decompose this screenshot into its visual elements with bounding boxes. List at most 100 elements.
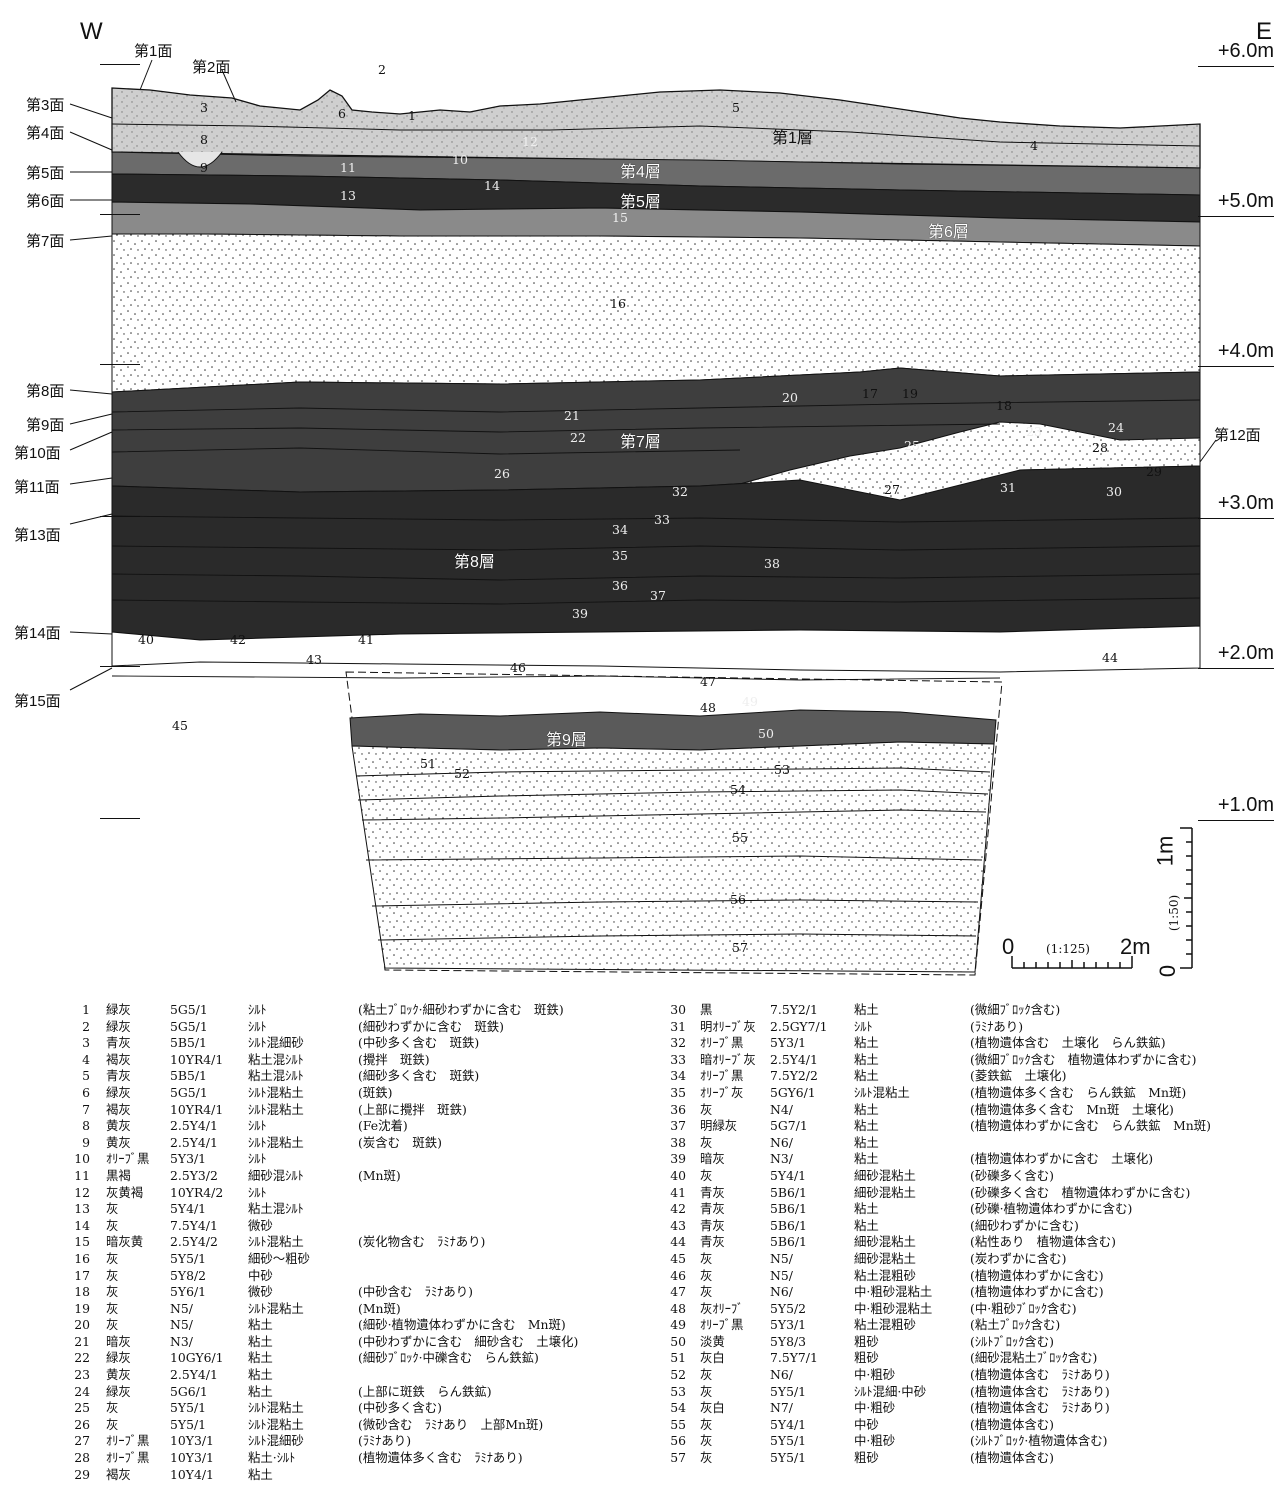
legend-note: (細砂混粘土ﾌﾞﾛｯｸ含む) [970, 1350, 1098, 1366]
legend-row: 21 暗灰 N3/粘土 (中砂わずかに含む 細砂含む 土壌化) [72, 1334, 652, 1351]
legend-soil: ｼﾙﾄ混粘土 [248, 1134, 304, 1150]
surface-label: 第10面 [14, 445, 61, 462]
legend-note: (微砂含む ﾗﾐﾅあり 上部Mn斑) [358, 1416, 544, 1432]
legend-soil: ｼﾙﾄ混細砂 [248, 1035, 304, 1051]
legend-soil: ｼﾙﾄ [248, 1118, 267, 1134]
stratum-label: 第7層 [620, 434, 661, 451]
unit-number-9: 9 [200, 160, 208, 175]
elev-tick-2 [100, 666, 140, 667]
unit-number-57: 57 [732, 940, 748, 955]
legend-number: 40 [670, 1167, 686, 1183]
legend-color: 灰 [700, 1284, 713, 1300]
legend-color: 灰 [106, 1416, 119, 1432]
legend-row: 27 ｵﾘｰﾌﾞ黒 10Y3/1 ｼﾙﾄ混細砂 (ﾗﾐﾅあり) [72, 1433, 652, 1450]
legend-color: 淡黄 [700, 1333, 725, 1349]
unit-number-44: 44 [1102, 650, 1118, 665]
elevation-rule [1198, 216, 1274, 217]
west-label: W [80, 18, 103, 45]
legend-row: 31 明ｵﾘｰﾌﾞ灰 2.5GY7/1 ｼﾙﾄ (ﾗﾐﾅあり) [668, 1019, 1274, 1036]
legend-color: ｵﾘｰﾌﾞ黒 [106, 1151, 150, 1167]
legend-color: 明緑灰 [700, 1118, 738, 1134]
legend-row: 26 灰 5Y5/1 ｼﾙﾄ混粘土 (微砂含む ﾗﾐﾅあり 上部Mn斑) [72, 1417, 652, 1434]
surface-label: 第14面 [14, 625, 61, 642]
unit-number-41: 41 [358, 632, 374, 647]
legend-color: 灰 [106, 1284, 119, 1300]
legend-row: 18 灰 5Y6/1 微砂 (中砂含む ﾗﾐﾅあり) [72, 1284, 652, 1301]
legend-number: 51 [670, 1350, 686, 1366]
legend-soil: 粘土 [854, 1201, 879, 1217]
legend-color: 緑灰 [106, 1018, 131, 1034]
legend-row: 8 黄灰 2.5Y4/1 ｼﾙﾄ (Fe沈着) [72, 1118, 652, 1135]
legend-row: 38 灰 N6/粘土 [668, 1135, 1274, 1152]
unit-number-43: 43 [306, 652, 322, 667]
legend-munsell: 7.5Y4/1 [170, 1217, 218, 1233]
unit-number-38: 38 [764, 556, 780, 571]
legend-soil: 粘土 [854, 1101, 879, 1117]
legend-color: 灰白 [700, 1350, 725, 1366]
legend-row: 34 ｵﾘｰﾌﾞ黒 7.5Y2/2 粘土 (菱鉄鉱 土壌化) [668, 1068, 1274, 1085]
legend-color: 灰 [700, 1267, 713, 1283]
legend-row: 24 緑灰 5G6/1 粘土 (上部に斑鉄 らん鉄鉱) [72, 1384, 652, 1401]
legend-soil: ｼﾙﾄ [248, 1151, 267, 1167]
surface-label: 第5面 [26, 165, 65, 182]
legend-color: 褐灰 [106, 1466, 131, 1482]
legend-number: 12 [74, 1184, 90, 1200]
legend-color: 緑灰 [106, 1002, 131, 1017]
legend-munsell: 2.5Y4/1 [170, 1118, 218, 1134]
legend-munsell: 10Y3/1 [170, 1433, 214, 1449]
legend-note: (細砂ﾌﾞﾛｯｸ·中礫含む らん鉄鉱) [358, 1350, 539, 1366]
legend-munsell: 5B5/1 [170, 1068, 207, 1084]
legend-row: 44 青灰 5B6/1 細砂混粘土 (粘性あり 植物遺体含む) [668, 1234, 1274, 1251]
legend-number: 37 [670, 1118, 686, 1134]
legend-soil: 微砂 [248, 1284, 273, 1300]
legend-number: 31 [670, 1018, 686, 1034]
legend-number: 39 [670, 1151, 686, 1167]
legend-soil: 細砂混粘土 [854, 1184, 916, 1200]
legend-color: 青灰 [106, 1068, 131, 1084]
elevation-label: +6.0m [1217, 40, 1274, 62]
stratum-label: 第1層 [772, 130, 813, 147]
surface-label: 第15面 [14, 693, 61, 710]
unit-number-50: 50 [758, 726, 774, 741]
legend-row: 41 青灰 5B6/1 細砂混粘土 (砂礫多く含む 植物遺体わずかに含む) [668, 1185, 1274, 1202]
legend-munsell: N5/ [170, 1317, 193, 1333]
elev-tick-1 [100, 818, 140, 819]
legend-munsell: 5Y3/1 [770, 1035, 807, 1051]
legend-munsell: 5Y5/2 [770, 1300, 807, 1316]
legend-note: (砂礫多く含む) [970, 1167, 1055, 1183]
legend-munsell: 2.5Y4/1 [770, 1051, 818, 1067]
legend-soil: 中·粗砂 [854, 1433, 896, 1449]
legend-note: (ｼﾙﾄﾌﾞﾛｯｸ含む) [970, 1333, 1055, 1349]
legend-munsell: 2.5Y4/2 [170, 1234, 218, 1250]
legend-color: 灰 [700, 1134, 713, 1150]
unit-number-52: 52 [454, 766, 470, 781]
unit-number-45: 45 [172, 718, 188, 733]
legend-color: 黒 [700, 1002, 713, 1017]
stratum-label: 第8層 [454, 554, 495, 571]
legend-munsell: 5G5/1 [170, 1084, 208, 1100]
unit-number-18: 18 [996, 398, 1012, 413]
elevation-rule [1198, 366, 1274, 367]
legend-row: 33 暗ｵﾘｰﾌﾞ灰 2.5Y4/1 粘土 (微細ﾌﾞﾛｯｸ含む 植物遺体わずかに含む) [668, 1052, 1274, 1069]
legend-number: 35 [670, 1084, 686, 1100]
legend-number: 15 [74, 1234, 90, 1250]
legend-number: 41 [670, 1184, 686, 1200]
unit-number-39: 39 [572, 606, 588, 621]
legend-row: 12 灰黄褐 10YR4/2 ｼﾙﾄ [72, 1185, 652, 1202]
legend-row: 9 黄灰 2.5Y4/1 ｼﾙﾄ混粘土 (炭含む 斑鉄) [72, 1135, 652, 1152]
elev-tick-5 [100, 214, 140, 215]
legend-munsell: 5GY6/1 [770, 1084, 816, 1100]
legend-number: 16 [74, 1250, 90, 1266]
legend-soil: 粘土 [854, 1118, 879, 1134]
legend-number: 26 [74, 1416, 90, 1432]
legend-row: 35 ｵﾘｰﾌﾞ灰 5GY6/1 ｼﾙﾄ混粘土 (植物遺体多く含む らん鉄鉱 Mn斑) [668, 1085, 1274, 1102]
unit-number-8: 8 [200, 132, 208, 147]
surface-leaders [69, 59, 1217, 691]
legend-soil: 粘土 [854, 1035, 879, 1051]
legend-row: 19 灰 N5/ｼﾙﾄ混粘土 (Mn斑) [72, 1301, 652, 1318]
legend-number: 5 [82, 1068, 90, 1084]
legend-color: 青灰 [700, 1234, 725, 1250]
legend-note: (炭化物含む ﾗﾐﾅあり) [358, 1234, 486, 1250]
legend-munsell: N5/ [770, 1250, 793, 1266]
unit-number-23: 23 [1026, 424, 1042, 439]
